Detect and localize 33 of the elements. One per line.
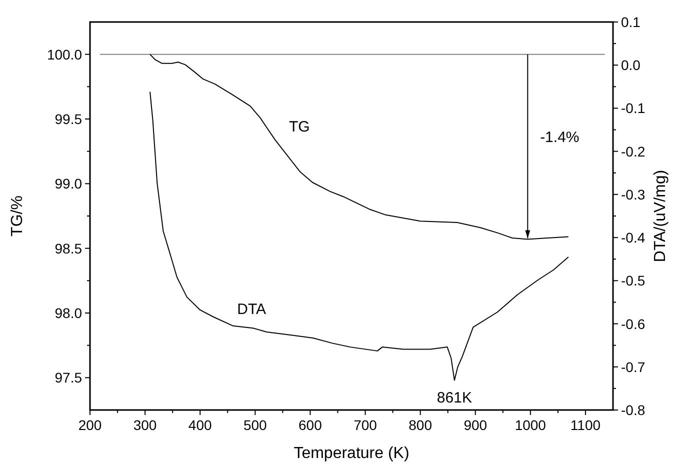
x-tick-label: 1000	[514, 417, 546, 433]
y2-tick-label: 0.1	[621, 14, 641, 30]
x-tick-label: 800	[408, 417, 432, 433]
y-tick-label: 99.5	[54, 111, 82, 127]
x-tick-label: 700	[354, 417, 378, 433]
series-label: TG	[288, 118, 310, 136]
x-tick-label: 400	[188, 417, 212, 433]
y2-tick-label: 0.0	[621, 57, 641, 74]
x-tick-label: 900	[464, 417, 488, 433]
y2-tick-label: -0.4	[621, 230, 646, 246]
y-tick-label: 97.5	[54, 370, 82, 386]
x-tick-label: 300	[133, 417, 157, 433]
y2-tick-label: -0.2	[621, 143, 646, 160]
x-tick-label: 500	[243, 417, 268, 433]
y2-tick-label: -0.7	[621, 358, 646, 375]
annotation: 861K	[436, 389, 472, 406]
y-tick-label: 100.0	[46, 46, 82, 62]
x-tick-label: 1100	[570, 417, 601, 433]
y2-tick-label: -0.6	[621, 316, 646, 332]
y2-tick-label: -0.8	[621, 402, 646, 418]
x-axis-title: Temperature (K)	[294, 445, 410, 462]
y-tick-label: 99.0	[54, 176, 82, 192]
y2-tick-label: -0.1	[621, 100, 646, 116]
x-tick-label: 200	[78, 417, 102, 433]
series-label: DTA	[237, 300, 266, 318]
y-axis-title: TG/%	[9, 196, 26, 236]
annotation: -1.4%	[540, 128, 580, 146]
x-tick-label: 600	[298, 417, 322, 433]
y2-tick-label: -0.5	[621, 272, 646, 289]
y-tick-label: 98.5	[54, 240, 82, 256]
y2-axis-title: DTA/(uV/mg)	[652, 170, 669, 262]
y-tick-label: 98.0	[54, 305, 82, 321]
y2-tick-label: -0.3	[621, 186, 646, 202]
